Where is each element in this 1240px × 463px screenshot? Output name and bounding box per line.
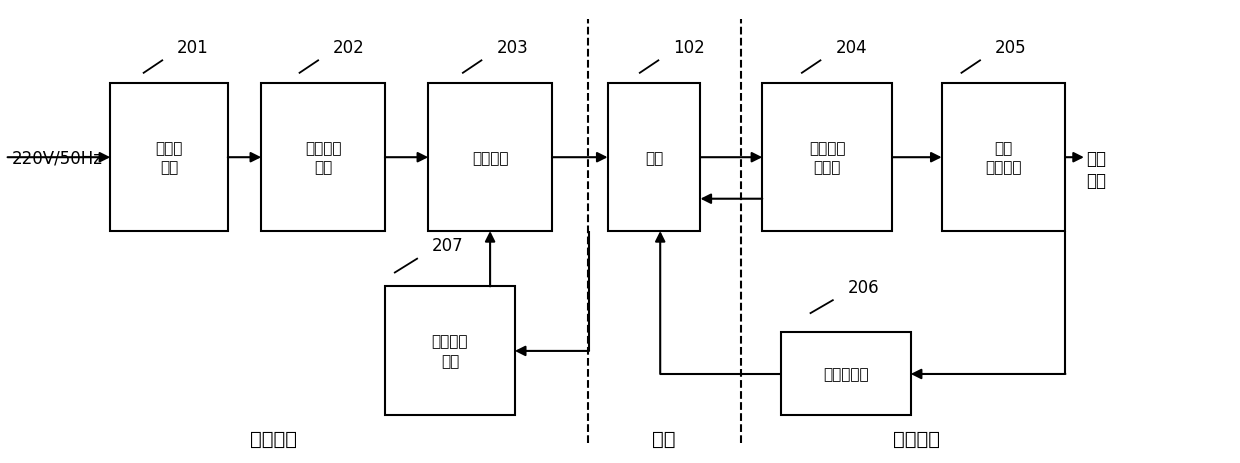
Text: 直流
高压: 直流 高压 — [1086, 149, 1106, 189]
Text: 102: 102 — [673, 38, 706, 56]
Text: 203: 203 — [496, 38, 528, 56]
Bar — [763, 84, 893, 232]
Bar — [608, 84, 701, 232]
Text: 电阻分压器: 电阻分压器 — [823, 367, 868, 382]
Text: 202: 202 — [334, 38, 365, 56]
Text: 电缆: 电缆 — [651, 429, 675, 448]
Text: 工频变
压器: 工频变 压器 — [155, 140, 182, 175]
Text: 205: 205 — [994, 38, 1027, 56]
Bar — [110, 84, 228, 232]
Text: 高温
整流电路: 高温 整流电路 — [986, 140, 1022, 175]
Text: 整流滤波
电路: 整流滤波 电路 — [305, 140, 341, 175]
Bar — [941, 84, 1065, 232]
Text: 220V/50Hz: 220V/50Hz — [11, 149, 102, 167]
Text: 204: 204 — [836, 38, 867, 56]
Text: 低压控制
电路: 低压控制 电路 — [432, 334, 469, 369]
Text: 第一装置: 第一装置 — [250, 429, 298, 448]
Text: 201: 201 — [177, 38, 208, 56]
Bar — [781, 333, 910, 416]
Text: 逆变电路: 逆变电路 — [472, 150, 508, 165]
Text: 高温中频
变压器: 高温中频 变压器 — [808, 140, 846, 175]
Bar — [262, 84, 384, 232]
Text: 206: 206 — [848, 278, 879, 296]
Text: 第二装置: 第二装置 — [894, 429, 940, 448]
Text: 电缆: 电缆 — [645, 150, 663, 165]
Bar — [428, 84, 552, 232]
Bar — [384, 287, 515, 416]
Text: 207: 207 — [432, 237, 464, 255]
